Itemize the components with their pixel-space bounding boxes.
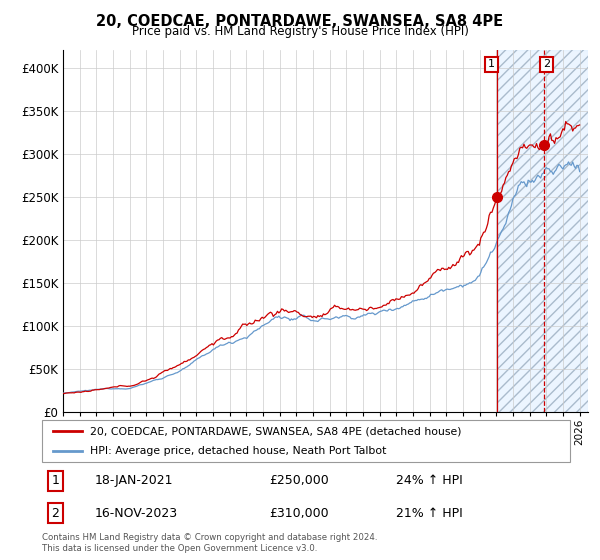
Text: 20, COEDCAE, PONTARDAWE, SWANSEA, SA8 4PE: 20, COEDCAE, PONTARDAWE, SWANSEA, SA8 4P… <box>97 14 503 29</box>
Text: 21% ↑ HPI: 21% ↑ HPI <box>396 507 463 520</box>
FancyBboxPatch shape <box>42 420 570 462</box>
Text: Contains HM Land Registry data © Crown copyright and database right 2024.
This d: Contains HM Land Registry data © Crown c… <box>42 533 377 553</box>
Text: HPI: Average price, detached house, Neath Port Talbot: HPI: Average price, detached house, Neat… <box>89 446 386 456</box>
Text: 16-NOV-2023: 16-NOV-2023 <box>95 507 178 520</box>
Text: 2: 2 <box>51 507 59 520</box>
Text: 20, COEDCAE, PONTARDAWE, SWANSEA, SA8 4PE (detached house): 20, COEDCAE, PONTARDAWE, SWANSEA, SA8 4P… <box>89 426 461 436</box>
Text: 1: 1 <box>488 59 495 69</box>
Text: Price paid vs. HM Land Registry's House Price Index (HPI): Price paid vs. HM Land Registry's House … <box>131 25 469 38</box>
Text: £310,000: £310,000 <box>269 507 329 520</box>
Text: 18-JAN-2021: 18-JAN-2021 <box>95 474 173 487</box>
Bar <box>497 50 588 412</box>
Text: £250,000: £250,000 <box>269 474 329 487</box>
Text: 1: 1 <box>51 474 59 487</box>
Text: 2: 2 <box>543 59 550 69</box>
Bar <box>497 50 588 412</box>
Text: 24% ↑ HPI: 24% ↑ HPI <box>396 474 463 487</box>
